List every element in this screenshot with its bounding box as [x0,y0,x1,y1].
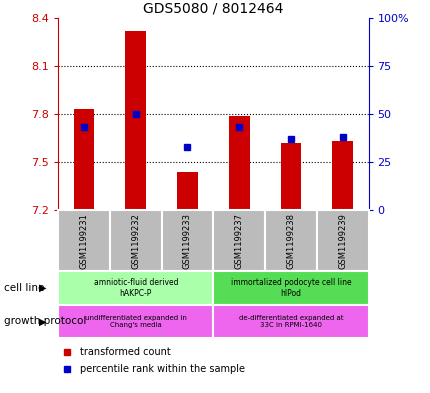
Text: GSM1199232: GSM1199232 [131,213,140,269]
Bar [280,143,301,210]
FancyBboxPatch shape [213,210,264,271]
Text: ▶: ▶ [39,283,47,293]
Text: transformed count: transformed count [80,347,170,357]
FancyBboxPatch shape [161,210,213,271]
FancyBboxPatch shape [110,210,161,271]
Bar [74,109,94,210]
Text: GSM1199231: GSM1199231 [80,213,88,269]
FancyBboxPatch shape [213,271,368,305]
Text: growth protocol: growth protocol [4,316,86,326]
Text: amniotic-fluid derived
hAKPC-P: amniotic-fluid derived hAKPC-P [93,278,178,298]
Bar [125,31,146,210]
Text: ▶: ▶ [39,316,47,326]
Bar [228,116,249,210]
Text: GSM1199238: GSM1199238 [286,213,295,269]
Text: GSM1199237: GSM1199237 [234,213,243,269]
Bar [332,141,352,210]
FancyBboxPatch shape [213,305,368,338]
FancyBboxPatch shape [58,210,110,271]
FancyBboxPatch shape [316,210,368,271]
Text: GSM1199233: GSM1199233 [183,213,191,269]
Bar [177,172,197,210]
Title: GDS5080 / 8012464: GDS5080 / 8012464 [143,1,283,15]
FancyBboxPatch shape [58,271,213,305]
Text: GSM1199239: GSM1199239 [338,213,346,269]
Text: de-differentiated expanded at
33C in RPMI-1640: de-differentiated expanded at 33C in RPM… [238,315,342,328]
Text: undifferentiated expanded in
Chang's media: undifferentiated expanded in Chang's med… [85,315,186,328]
Text: cell line: cell line [4,283,45,293]
FancyBboxPatch shape [264,210,316,271]
Text: immortalized podocyte cell line
hIPod: immortalized podocyte cell line hIPod [230,278,350,298]
FancyBboxPatch shape [58,305,213,338]
Text: percentile rank within the sample: percentile rank within the sample [80,364,244,375]
